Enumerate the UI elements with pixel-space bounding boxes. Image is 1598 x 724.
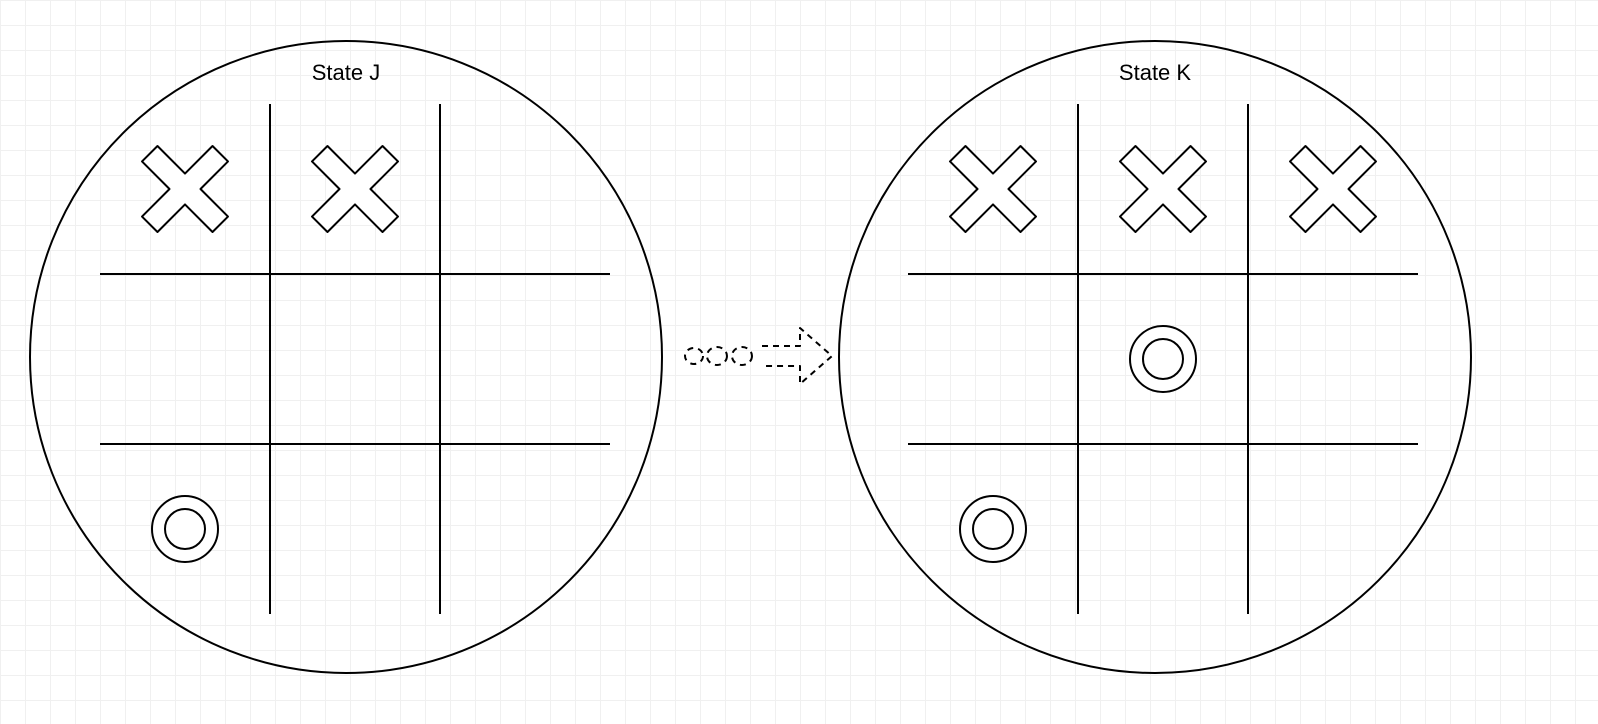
state-label-J: State J: [312, 60, 380, 85]
state-label-K: State K: [1119, 60, 1191, 85]
o-mark-inner: [973, 509, 1013, 549]
o-mark-inner: [165, 509, 205, 549]
x-mark: [142, 146, 228, 232]
state-diagram: State J State K: [0, 0, 1598, 724]
x-mark: [312, 146, 398, 232]
transition-arrow: [762, 328, 832, 384]
arrow-dot-2: [732, 347, 752, 365]
x-mark: [950, 146, 1036, 232]
state-circle-J: [30, 41, 662, 673]
x-mark: [1120, 146, 1206, 232]
o-mark-inner: [1143, 339, 1183, 379]
arrow-dot-0: [685, 348, 703, 364]
arrow-dot-1: [707, 347, 727, 365]
x-mark: [1290, 146, 1376, 232]
